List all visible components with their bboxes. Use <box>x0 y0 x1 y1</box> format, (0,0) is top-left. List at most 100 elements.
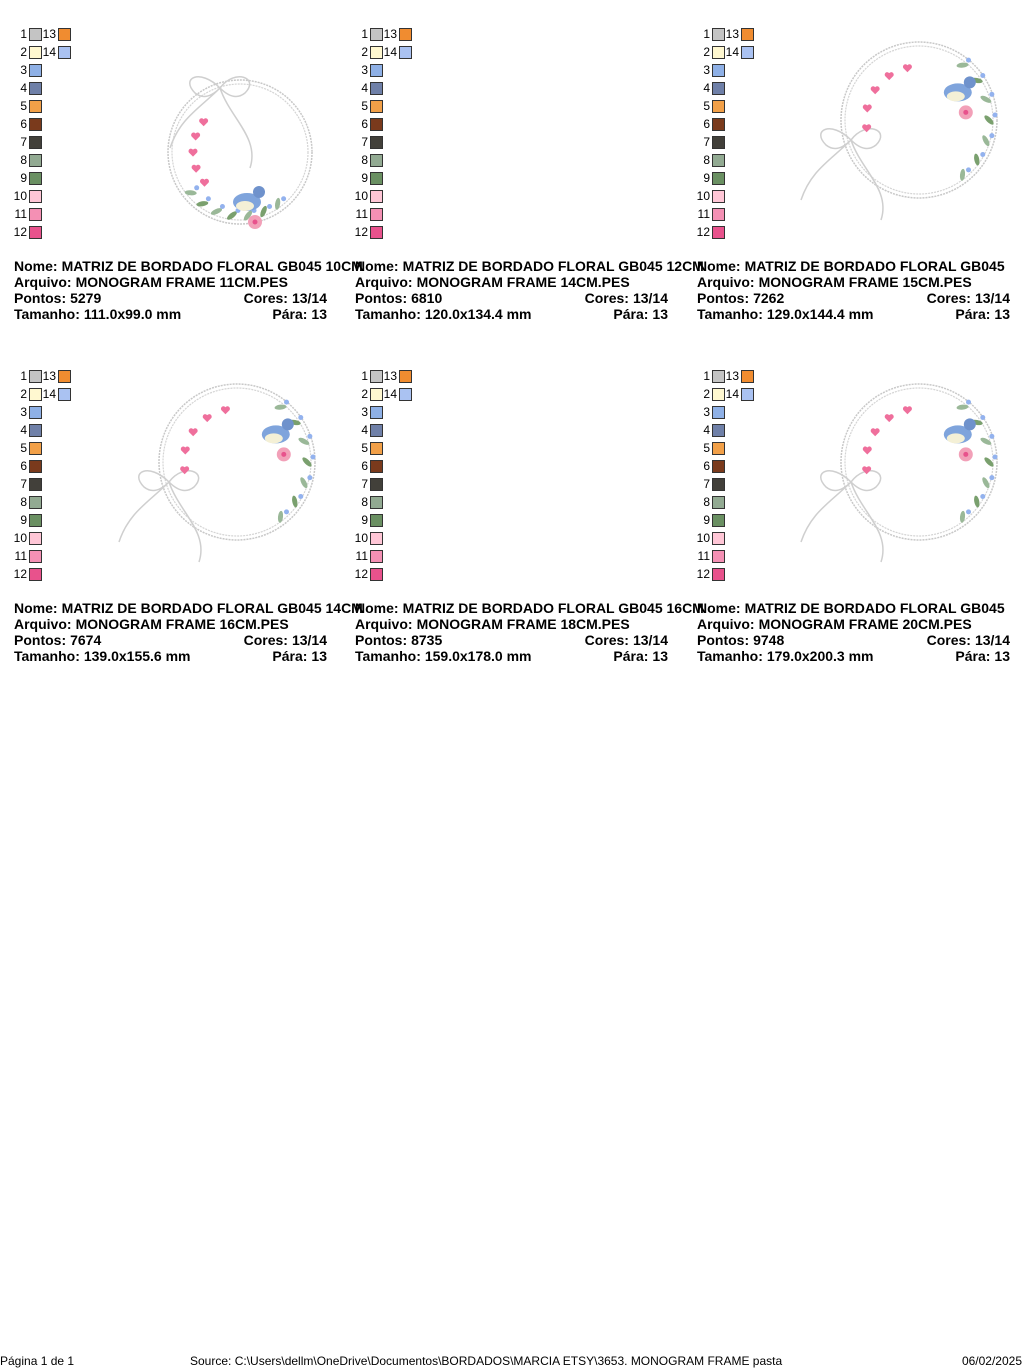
stops: Pára: 13 <box>14 648 327 664</box>
swatch-number: 12 <box>354 567 368 581</box>
swatch <box>712 532 725 545</box>
value: MONOGRAM FRAME 14CM.PES <box>416 274 630 290</box>
swatch-number: 8 <box>20 153 27 167</box>
value: MATRIZ DE BORDADO FLORAL GB045 <box>744 600 1005 616</box>
swatch <box>712 154 725 167</box>
heart <box>191 132 201 141</box>
colors: Cores: 13/14 <box>355 632 668 648</box>
leaf <box>210 208 223 215</box>
heart <box>199 118 209 127</box>
swatch-number: 4 <box>361 423 368 437</box>
leaf <box>300 477 308 489</box>
bird-belly <box>236 201 254 211</box>
swatch-number: 5 <box>20 441 27 455</box>
swatch-number: 6 <box>361 117 368 131</box>
heart <box>870 428 880 437</box>
label: Pára: <box>272 648 308 664</box>
leaf <box>980 95 992 103</box>
swatch <box>29 460 42 473</box>
swatch-number: 5 <box>20 99 27 113</box>
value: MONOGRAM FRAME 18CM.PES <box>416 616 630 632</box>
label: Arquivo: <box>14 274 72 290</box>
value: 159.0x178.0 mm <box>424 648 532 664</box>
leaf <box>974 153 980 166</box>
swatch-number: 13 <box>42 369 56 383</box>
swatch <box>58 388 71 401</box>
value: 9748 <box>753 632 785 648</box>
label: Pontos: <box>697 632 750 648</box>
swatch-number: 3 <box>361 405 368 419</box>
value: 13 <box>311 648 327 664</box>
swatch-number: 14 <box>42 387 56 401</box>
swatch-number: 8 <box>361 495 368 509</box>
frame-ring <box>844 45 994 195</box>
swatch <box>399 370 412 383</box>
value: 13/14 <box>291 290 327 306</box>
swatch <box>399 28 412 41</box>
heart <box>884 414 894 423</box>
value: 13 <box>994 648 1010 664</box>
swatch-number: 9 <box>703 513 710 527</box>
leaf <box>227 211 237 220</box>
label: Arquivo: <box>355 274 413 290</box>
swatch-number: 5 <box>703 441 710 455</box>
swatch-number: 6 <box>703 459 710 473</box>
swatch-number: 13 <box>725 369 739 383</box>
leaf <box>982 477 990 489</box>
swatch-number: 1 <box>20 27 27 41</box>
flower-dot <box>992 454 998 460</box>
leaf <box>956 62 969 68</box>
bird-belly <box>264 433 283 444</box>
swatch-number: 11 <box>14 207 27 221</box>
swatch-number: 11 <box>14 549 27 563</box>
colors: Cores: 13/14 <box>14 290 327 306</box>
swatch-number: 3 <box>703 63 710 77</box>
bow <box>800 470 884 563</box>
label: Pára: <box>955 306 991 322</box>
value: 7262 <box>753 290 785 306</box>
swatch-number: 12 <box>13 567 27 581</box>
swatch <box>29 496 42 509</box>
leaf <box>277 510 284 523</box>
swatch-number: 13 <box>725 27 739 41</box>
flower-dot <box>966 399 972 405</box>
swatch <box>741 388 754 401</box>
frame-ring <box>171 83 309 221</box>
swatch-number: 8 <box>703 495 710 509</box>
value: 13/14 <box>632 632 668 648</box>
flower-dot <box>966 509 972 515</box>
value: MATRIZ DE BORDADO FLORAL GB045 <box>744 258 1005 274</box>
stops: Pára: 13 <box>697 648 1010 664</box>
value: MATRIZ DE BORDADO FLORAL GB045 12CM <box>402 258 704 274</box>
swatch <box>29 550 42 563</box>
label: Pára: <box>613 648 649 664</box>
label: Arquivo: <box>355 616 413 632</box>
swatch <box>29 442 42 455</box>
label: Nome: <box>355 258 399 274</box>
frame-ring <box>162 387 312 537</box>
swatch <box>29 208 42 221</box>
swatch <box>370 442 383 455</box>
swatch <box>741 46 754 59</box>
swatch-number: 9 <box>361 171 368 185</box>
value: 13/14 <box>632 290 668 306</box>
swatch <box>399 46 412 59</box>
page-number: Página 1 de 1 <box>0 1354 75 1368</box>
file-name: Arquivo: MONOGRAM FRAME 11CM.PES <box>14 274 288 290</box>
stitches: Pontos: 7674 <box>14 632 101 648</box>
swatch-number: 5 <box>361 441 368 455</box>
bird-head <box>281 418 294 431</box>
flower-dot <box>966 57 972 63</box>
swatch-number: 12 <box>696 225 710 239</box>
heart <box>884 72 894 81</box>
size: Tamanho: 129.0x144.4 mm <box>697 306 874 322</box>
heart <box>862 446 872 455</box>
label: Arquivo: <box>697 274 755 290</box>
swatch-number: 14 <box>383 387 397 401</box>
swatch <box>370 406 383 419</box>
swatch-number: 14 <box>725 387 739 401</box>
label: Tamanho: <box>697 306 763 322</box>
leaf <box>984 457 994 467</box>
value: MATRIZ DE BORDADO FLORAL GB045 14CM <box>61 600 363 616</box>
